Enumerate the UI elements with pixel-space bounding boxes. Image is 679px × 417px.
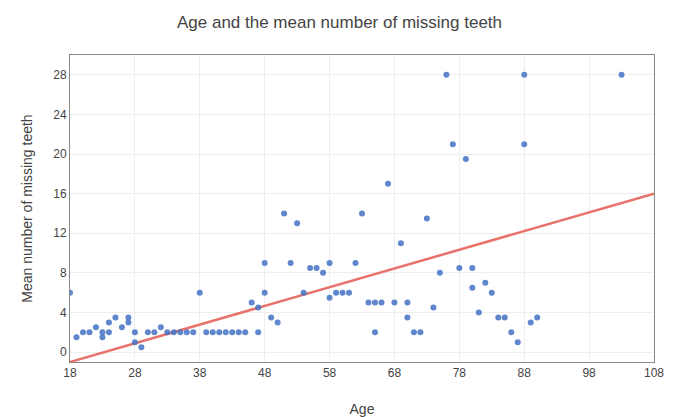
svg-text:0: 0 bbox=[60, 345, 67, 359]
svg-text:48: 48 bbox=[258, 366, 272, 380]
svg-text:28: 28 bbox=[53, 68, 67, 82]
svg-text:88: 88 bbox=[518, 366, 532, 380]
svg-text:98: 98 bbox=[582, 366, 596, 380]
svg-text:18: 18 bbox=[63, 366, 77, 380]
svg-text:Age: Age bbox=[350, 401, 375, 417]
svg-text:16: 16 bbox=[53, 187, 67, 201]
svg-text:Mean number of missing teeth: Mean number of missing teeth bbox=[19, 114, 35, 302]
svg-text:Age and the mean number of mis: Age and the mean number of missing teeth bbox=[177, 13, 502, 32]
svg-text:4: 4 bbox=[60, 306, 67, 320]
svg-text:24: 24 bbox=[53, 108, 67, 122]
svg-text:38: 38 bbox=[193, 366, 207, 380]
svg-text:108: 108 bbox=[644, 366, 664, 380]
svg-text:78: 78 bbox=[453, 366, 467, 380]
svg-text:20: 20 bbox=[53, 147, 67, 161]
svg-text:68: 68 bbox=[388, 366, 402, 380]
svg-text:58: 58 bbox=[323, 366, 337, 380]
svg-text:12: 12 bbox=[53, 226, 67, 240]
svg-text:8: 8 bbox=[60, 266, 67, 280]
svg-text:28: 28 bbox=[128, 366, 142, 380]
